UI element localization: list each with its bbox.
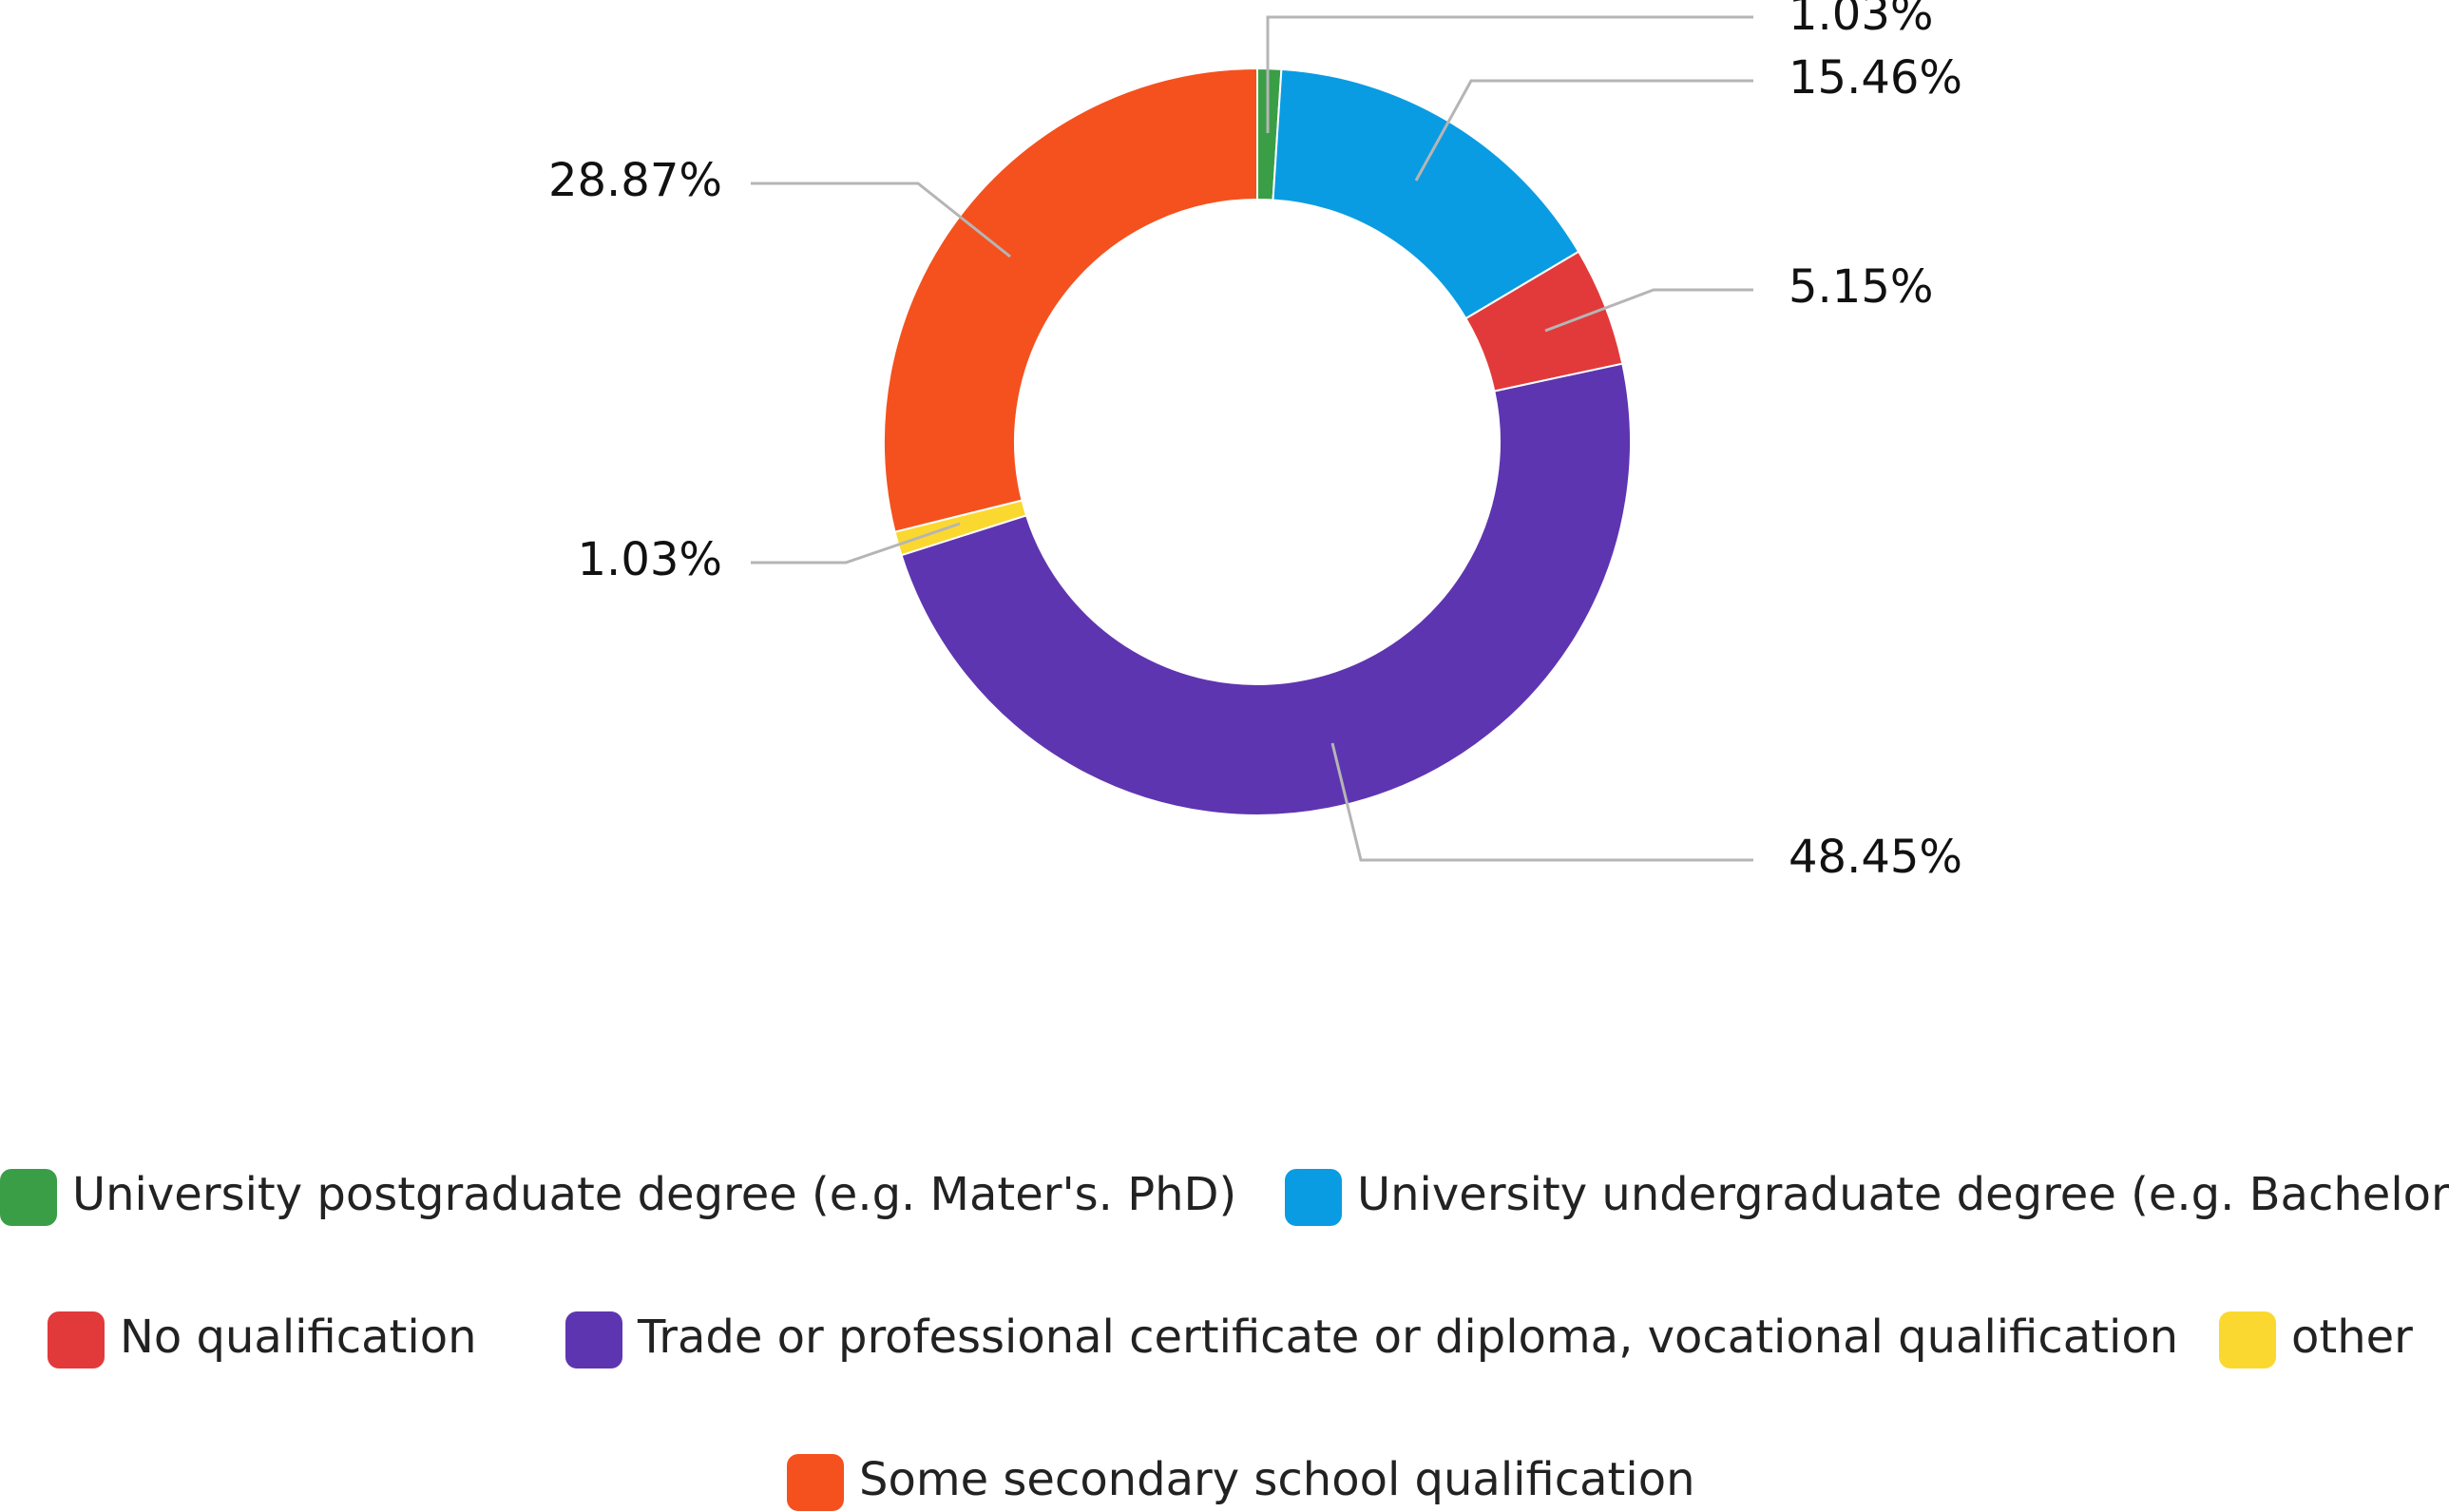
data-label-4: 1.03% bbox=[578, 533, 722, 586]
data-label-2: 5.15% bbox=[1789, 260, 1933, 314]
slice-5 bbox=[883, 67, 1258, 533]
legend-swatch-5 bbox=[787, 1454, 844, 1511]
slice-1 bbox=[1272, 67, 1580, 320]
legend-label-1: University undergraduate degree (e.g. Ba… bbox=[1357, 1168, 2449, 1221]
legend-label-5: Some secondary school qualification bbox=[859, 1453, 1695, 1506]
legend-swatch-4 bbox=[2219, 1311, 2276, 1368]
legend-swatch-1 bbox=[1285, 1169, 1342, 1226]
labels-layer: 1.03% 15.46% 5.15% 48.45% 1.03% 28.87% bbox=[548, 0, 1962, 884]
slices-layer bbox=[883, 67, 1633, 817]
legend-swatch-2 bbox=[48, 1311, 105, 1368]
data-label-3: 48.45% bbox=[1789, 831, 1962, 884]
leader-line-4 bbox=[751, 522, 961, 565]
legend-label-4: other bbox=[2291, 1311, 2413, 1364]
legend-label-0: University postgraduate degree (e.g. Mat… bbox=[72, 1168, 1236, 1221]
legend-label-3: Trade or professional certificate or dip… bbox=[637, 1311, 2178, 1364]
leader-line-3 bbox=[1330, 742, 1753, 862]
data-label-1: 15.46% bbox=[1789, 51, 1962, 105]
leader-line-1 bbox=[1414, 79, 1753, 182]
legend: University postgraduate degree (e.g. Mat… bbox=[0, 1168, 2449, 1511]
leader-line-5 bbox=[751, 182, 1011, 258]
leader-line-2 bbox=[1544, 288, 1753, 333]
legend-swatch-3 bbox=[565, 1311, 622, 1368]
data-label-5: 28.87% bbox=[548, 154, 722, 207]
legend-swatch-0 bbox=[0, 1169, 57, 1226]
slice-3 bbox=[900, 362, 1633, 817]
leader-line-0 bbox=[1266, 15, 1753, 133]
legend-label-2: No qualification bbox=[120, 1311, 477, 1364]
data-label-0: 1.03% bbox=[1789, 0, 1933, 41]
